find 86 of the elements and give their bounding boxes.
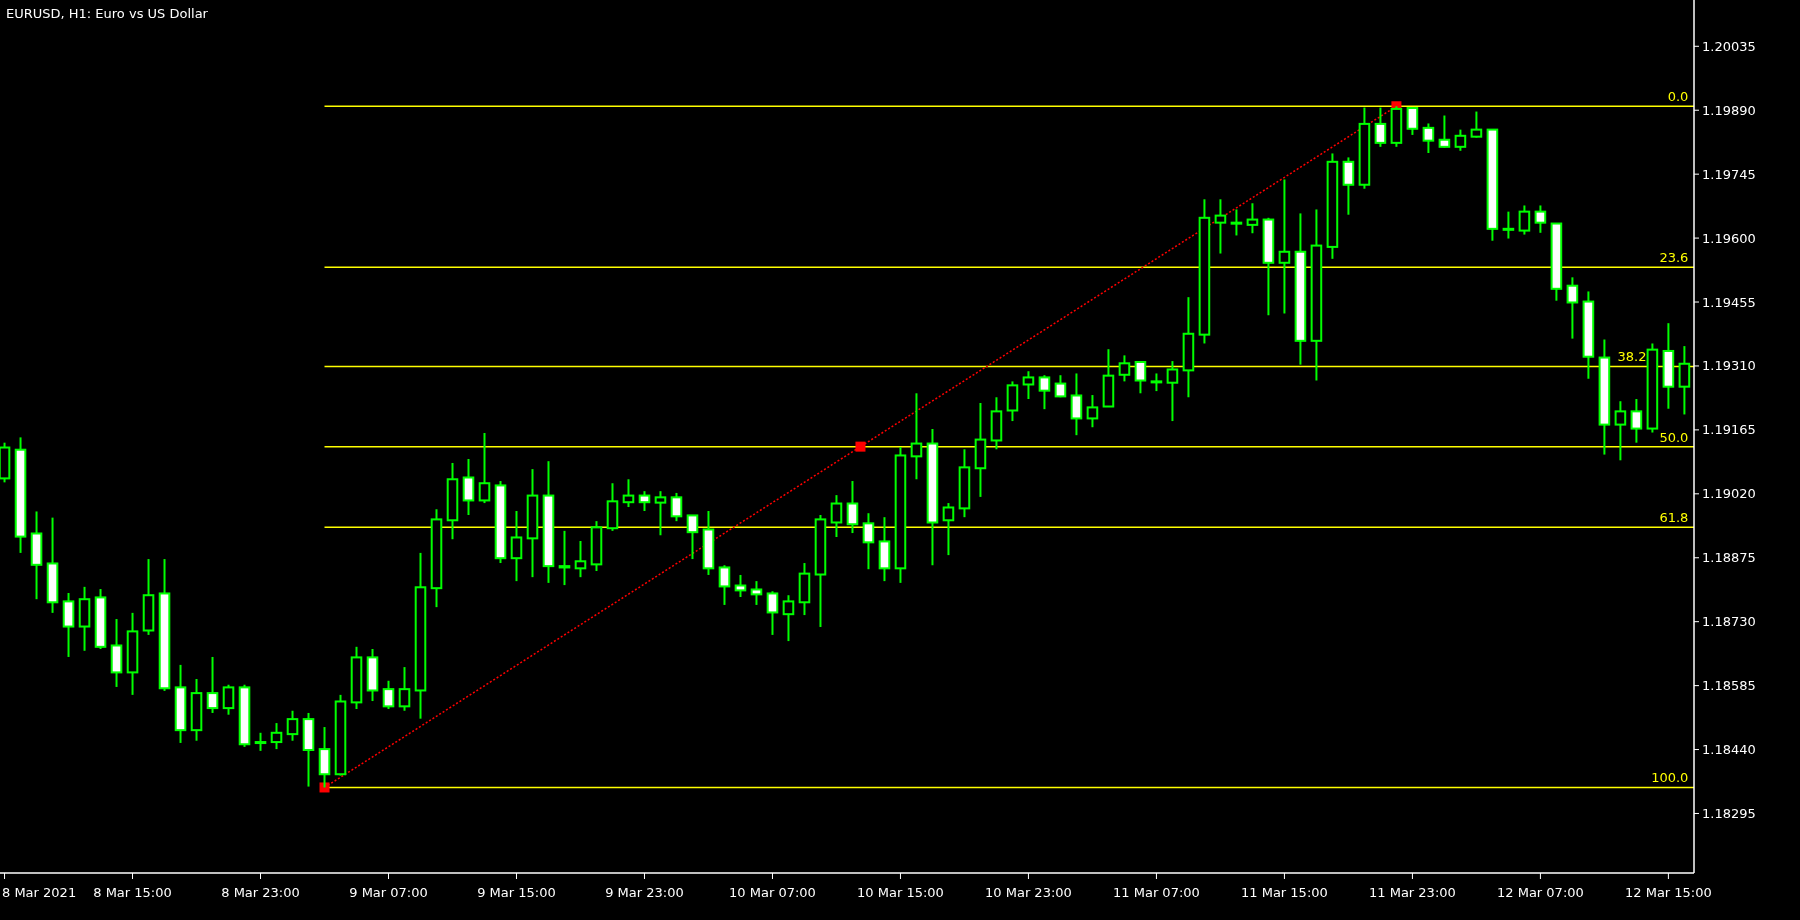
point: [855, 441, 866, 452]
y-tick-label: 1.18295: [1702, 805, 1756, 821]
candlestick: [222, 683, 235, 716]
candlestick: [862, 512, 875, 571]
candlestick: [1630, 398, 1643, 444]
candlestick: [1678, 345, 1691, 416]
y-tick-label: 1.19020: [1702, 486, 1756, 502]
candlestick: [1406, 106, 1419, 136]
candlestick: [1454, 128, 1467, 152]
candlestick: [1118, 354, 1131, 383]
x-tick-label: 11 Mar 15:00: [1241, 885, 1328, 900]
candlestick: [254, 731, 267, 752]
candlestick: [286, 709, 299, 742]
annotation: 38.2: [1617, 349, 1647, 365]
x-tick-label: 8 Mar 15:00: [93, 885, 172, 900]
annotation: 50.0: [1659, 429, 1689, 445]
candlestick: [830, 494, 843, 539]
candlestick: [478, 431, 491, 505]
candlestick: [1070, 372, 1083, 437]
x-tick-label: 12 Mar 07:00: [1497, 885, 1584, 900]
candlestick: [622, 478, 635, 509]
candlestick: [1518, 204, 1531, 236]
y-tick-label: 1.18585: [1702, 678, 1756, 694]
x-tick-label: 11 Mar 23:00: [1369, 885, 1456, 900]
candlestick: [574, 540, 587, 579]
candlestick: [1438, 114, 1451, 149]
candlestick: [670, 491, 683, 523]
candlestick: [510, 510, 523, 583]
x-tick-label: 9 Mar 15:00: [477, 885, 556, 900]
annotation: 23.6: [1659, 250, 1689, 266]
candlestick: [1470, 110, 1483, 139]
candlestick: [1230, 208, 1243, 237]
x-tick-label: 10 Mar 23:00: [985, 885, 1072, 900]
y-tick-label: 1.19165: [1702, 422, 1756, 438]
candlestick: [1246, 202, 1259, 235]
text: EURUSD, H1: Euro vs US Dollar: [6, 6, 209, 21]
x-tick-label: 9 Mar 23:00: [605, 885, 684, 900]
candlestick: [1566, 276, 1579, 340]
candlestick: [206, 655, 219, 714]
candlestick: [766, 590, 779, 636]
x-tick-label: 8 Mar 23:00: [221, 885, 300, 900]
candlestick: [638, 490, 651, 513]
candlestick: [462, 457, 475, 516]
candlestick: [750, 580, 763, 606]
candlestick: [1342, 156, 1355, 216]
candlestick: [1502, 210, 1515, 240]
candlestick: [398, 666, 411, 712]
y-tick-label: 1.18730: [1702, 614, 1756, 630]
y-tick-label: 1.19890: [1702, 102, 1756, 118]
candlestick: [1278, 178, 1291, 315]
x-tick-label: 12 Mar 15:00: [1625, 885, 1712, 900]
candlestick: [558, 529, 571, 587]
candlestick: [910, 392, 923, 481]
candlestick: [1022, 370, 1035, 401]
y-tick-label: 1.19745: [1702, 166, 1756, 182]
annotation: 0.0: [1667, 89, 1689, 105]
candlestick: [270, 722, 283, 751]
candlestick: [1086, 394, 1099, 429]
candlestick: [942, 502, 955, 557]
candlestick: [1214, 198, 1227, 255]
y-tick-label: 1.18440: [1702, 742, 1756, 758]
x-tick-label: 8 Mar 2021: [2, 885, 77, 900]
y-tick-label: 1.19600: [1702, 230, 1756, 246]
candlestick: [1374, 106, 1387, 148]
x-tick-label: 11 Mar 07:00: [1113, 885, 1200, 900]
y-tick-label: 1.19455: [1702, 294, 1756, 310]
candlestick: [1038, 374, 1051, 411]
annotation: 61.8: [1659, 510, 1689, 526]
candlestick: [654, 490, 667, 537]
x-tick-label: 10 Mar 07:00: [729, 885, 816, 900]
x-tick-label: 9 Mar 07:00: [349, 885, 428, 900]
candlestick: [1614, 400, 1627, 462]
candlestick: [1134, 360, 1147, 395]
candlestick: [686, 513, 699, 561]
y-tick-label: 1.18875: [1702, 550, 1756, 566]
candlestick: [782, 594, 795, 643]
y-tick-label: 1.19310: [1702, 358, 1756, 374]
candlestick: [1422, 122, 1435, 154]
candlestick: [1534, 204, 1547, 234]
candlestick: [718, 564, 731, 606]
x-tick-label: 10 Mar 15:00: [857, 885, 944, 900]
candlestick: [1166, 360, 1179, 423]
candlestick: [382, 679, 395, 710]
annotation: 100.0: [1651, 770, 1689, 786]
candlestick: [846, 480, 859, 535]
y-tick-label: 1.20035: [1702, 38, 1756, 54]
